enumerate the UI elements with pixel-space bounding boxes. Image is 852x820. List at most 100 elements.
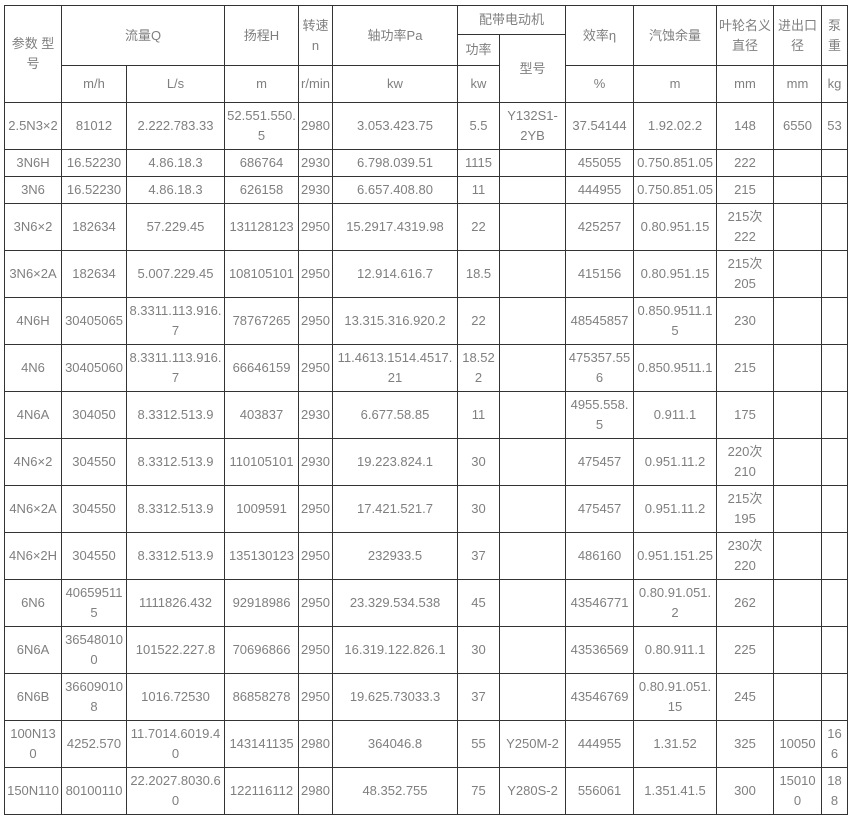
cell-flow-m3h: 81012 <box>61 102 127 150</box>
cell-speed-rpm: 2930 <box>298 391 333 439</box>
cell-port-mm <box>773 176 823 204</box>
unit-impeller: mm <box>716 65 775 103</box>
cell-efficiency-pct: 455055 <box>565 149 635 177</box>
cell-flow-m3h: 182634 <box>61 203 127 251</box>
cell-npsh-m: 1.92.02.2 <box>633 102 718 150</box>
cell-npsh-m: 1.31.52 <box>633 720 718 768</box>
cell-motor-model <box>498 203 567 251</box>
cell-flow-m3h: 366090108 <box>61 673 127 721</box>
cell-motor-power-kw: 45 <box>457 579 500 627</box>
cell-port-mm: 6550 <box>773 102 823 150</box>
cell-impeller-mm: 215次 205 <box>716 250 775 298</box>
cell-model: 4N6×2H <box>4 532 62 580</box>
cell-speed-rpm: 2950 <box>298 297 333 345</box>
cell-port-mm <box>773 438 823 486</box>
cell-motor-model: Y250M-2 <box>498 720 567 768</box>
cell-model: 2.5N3×2 <box>4 102 62 150</box>
cell-flow-ls: 8.3312.513.9 <box>126 391 225 439</box>
cell-npsh-m: 0.951.11.2 <box>633 438 718 486</box>
table-row: 4N6×2H 304550 8.3312.513.9 135130123 2950 232… <box>4 532 849 580</box>
cell-motor-model <box>498 149 567 177</box>
unit-motor-power: kw <box>457 65 500 103</box>
cell-flow-m3h: 182634 <box>61 250 127 298</box>
cell-head-m: 403837 <box>224 391 299 439</box>
unit-npsh: m <box>633 65 718 103</box>
cell-port-mm <box>773 626 823 674</box>
cell-shaft-power-kw: 3.053.423.75 <box>332 102 458 150</box>
cell-shaft-power-kw: 13.315.316.920.2 <box>332 297 458 345</box>
cell-motor-power-kw: 55 <box>457 720 500 768</box>
cell-flow-ls: 22.2027.8030.60 <box>126 767 225 815</box>
cell-npsh-m: 0.911.1 <box>633 391 718 439</box>
cell-shaft-power-kw: 6.657.408.80 <box>332 176 458 204</box>
cell-weight-kg <box>821 176 849 204</box>
cell-model: 3N6×2A <box>4 250 62 298</box>
cell-model: 3N6H <box>4 149 62 177</box>
cell-flow-m3h: 4252.570 <box>61 720 127 768</box>
cell-motor-model <box>498 391 567 439</box>
cell-head-m: 122116112 <box>224 767 299 815</box>
cell-head-m: 92918986 <box>224 579 299 627</box>
table-row: 6N6A 365480100 101522.227.8 70696866 2950 16.… <box>4 626 849 674</box>
cell-weight-kg <box>821 532 849 580</box>
header-head: 扬程H <box>224 5 299 66</box>
cell-motor-power-kw: 30 <box>457 438 500 486</box>
table-row: 4N6×2A 304550 8.3312.513.9 1009591 2950 17.42… <box>4 485 849 533</box>
cell-motor-model: Y280S-2 <box>498 767 567 815</box>
cell-npsh-m: 0.80.951.15 <box>633 250 718 298</box>
cell-shaft-power-kw: 6.798.039.51 <box>332 149 458 177</box>
cell-motor-power-kw: 11 <box>457 391 500 439</box>
cell-flow-ls: 8.3312.513.9 <box>126 532 225 580</box>
cell-head-m: 78767265 <box>224 297 299 345</box>
cell-shaft-power-kw: 19.223.824.1 <box>332 438 458 486</box>
cell-shaft-power-kw: 12.914.616.7 <box>332 250 458 298</box>
cell-npsh-m: 0.850.9511.15 <box>633 297 718 345</box>
cell-motor-power-kw: 18.5 <box>457 250 500 298</box>
cell-head-m: 1009591 <box>224 485 299 533</box>
cell-npsh-m: 0.951.11.2 <box>633 485 718 533</box>
cell-port-mm <box>773 579 823 627</box>
cell-motor-power-kw: 37 <box>457 532 500 580</box>
cell-motor-power-kw: 30 <box>457 485 500 533</box>
cell-flow-m3h: 365480100 <box>61 626 127 674</box>
cell-flow-m3h: 304550 <box>61 438 127 486</box>
unit-head: m <box>224 65 299 103</box>
cell-flow-m3h: 16.52230 <box>61 176 127 204</box>
cell-weight-kg <box>821 391 849 439</box>
cell-weight-kg: 166 <box>821 720 849 768</box>
table-row: 3N6 16.52230 4.86.18.3 626158 2930 6.657.408.… <box>4 176 849 204</box>
unit-flow-ls: L/s <box>126 65 225 103</box>
cell-flow-m3h: 80100110 <box>61 767 127 815</box>
cell-shaft-power-kw: 15.2917.4319.98 <box>332 203 458 251</box>
cell-flow-m3h: 16.52230 <box>61 149 127 177</box>
cell-impeller-mm: 300 <box>716 767 775 815</box>
cell-motor-model <box>498 532 567 580</box>
cell-weight-kg <box>821 344 849 392</box>
table-row: 150N110 80100110 22.2027.8030.60 122116112 2… <box>4 767 849 815</box>
cell-head-m: 686764 <box>224 149 299 177</box>
cell-flow-ls: 11.7014.6019.40 <box>126 720 225 768</box>
cell-port-mm <box>773 203 823 251</box>
cell-efficiency-pct: 486160 <box>565 532 635 580</box>
cell-npsh-m: 0.80.911.1 <box>633 626 718 674</box>
cell-weight-kg <box>821 626 849 674</box>
cell-speed-rpm: 2950 <box>298 532 333 580</box>
cell-head-m: 66646159 <box>224 344 299 392</box>
cell-npsh-m: 1.351.41.5 <box>633 767 718 815</box>
cell-impeller-mm: 215 <box>716 176 775 204</box>
cell-model: 6N6A <box>4 626 62 674</box>
cell-model: 4N6×2 <box>4 438 62 486</box>
cell-speed-rpm: 2930 <box>298 438 333 486</box>
header-efficiency: 效率η <box>565 5 635 66</box>
table-row: 4N6A 304050 8.3312.513.9 403837 2930 6.677.58… <box>4 391 849 439</box>
cell-weight-kg <box>821 297 849 345</box>
cell-speed-rpm: 2980 <box>298 720 333 768</box>
cell-shaft-power-kw: 16.319.122.826.1 <box>332 626 458 674</box>
cell-speed-rpm: 2950 <box>298 673 333 721</box>
cell-flow-ls: 101522.227.8 <box>126 626 225 674</box>
cell-flow-ls: 8.3312.513.9 <box>126 438 225 486</box>
cell-motor-model: Y132S1- 2YB <box>498 102 567 150</box>
cell-model: 6N6B <box>4 673 62 721</box>
cell-efficiency-pct: 43546769 <box>565 673 635 721</box>
